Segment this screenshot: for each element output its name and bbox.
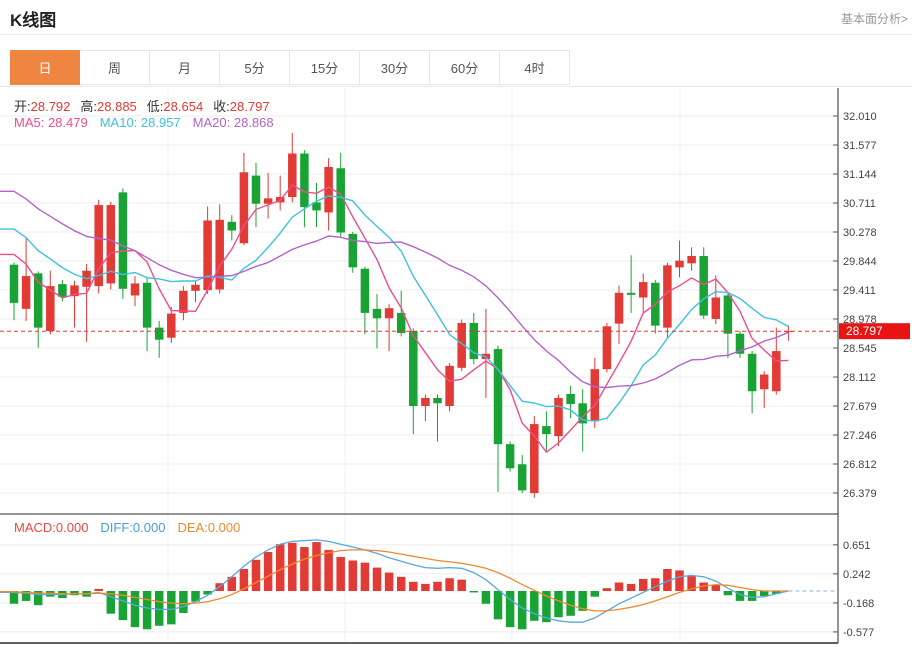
ohlc-low-label: 低: xyxy=(146,99,164,114)
svg-text:28.978: 28.978 xyxy=(843,314,877,326)
tab-15min[interactable]: 15分 xyxy=(290,50,360,85)
ohlc-high-value: 28.885 xyxy=(97,99,137,114)
svg-text:28.797: 28.797 xyxy=(846,324,883,338)
svg-text:26.379: 26.379 xyxy=(843,488,877,500)
ohlc-low-value: 28.654 xyxy=(163,99,204,114)
grid-layer xyxy=(0,88,838,643)
ma20-line xyxy=(0,190,789,389)
svg-text:0.242: 0.242 xyxy=(843,569,871,581)
page-title: K线图 xyxy=(10,11,57,30)
fundamental-analysis-link[interactable]: 基本面分析> xyxy=(840,12,908,26)
dea-indicator-value: DEA:0.000 xyxy=(177,520,241,535)
svg-text:28.545: 28.545 xyxy=(843,343,877,355)
diff-indicator-value: DIFF:0.000 xyxy=(100,520,166,535)
diff-line xyxy=(0,539,789,623)
tab-30min[interactable]: 30分 xyxy=(360,50,430,85)
ma10-line xyxy=(0,195,789,422)
candlestick-layer xyxy=(9,132,793,498)
macd-indicator-value: MACD:0.000 xyxy=(14,520,89,535)
svg-text:32.010: 32.010 xyxy=(843,111,877,123)
svg-text:27.246: 27.246 xyxy=(843,430,877,442)
dea-line xyxy=(0,549,789,612)
svg-text:28.112: 28.112 xyxy=(843,372,876,384)
ohlc-legend: 开:28.792 高:28.885 低:28.654 收:28.797 xyxy=(14,96,280,115)
tab-5min[interactable]: 5分 xyxy=(220,50,290,85)
tab-4hour[interactable]: 4时 xyxy=(500,50,570,85)
tab-bar-underline xyxy=(0,86,912,87)
svg-text:29.411: 29.411 xyxy=(843,285,876,297)
ma10-legend-value: MA10: 28.957 xyxy=(99,115,181,130)
svg-text:29.844: 29.844 xyxy=(843,256,877,268)
interval-tab-bar: 日周月 5分 15分 30分 60分 4时 xyxy=(10,50,570,85)
tab-month[interactable]: 月 xyxy=(150,50,220,85)
ma5-legend-value: MA5: 28.479 xyxy=(14,115,88,130)
price-axis: 32.010 31.577 31.144 30.711 30.278 29.844 29.4… xyxy=(833,111,877,500)
pane-borders xyxy=(0,88,839,644)
macd-legend: MACD:0.000 DIFF:0.000 DEA:0.000 xyxy=(14,520,252,535)
ohlc-open-value: 28.792 xyxy=(30,99,71,114)
svg-text:31.144: 31.144 xyxy=(843,169,877,181)
ohlc-close-label: 收: xyxy=(213,99,230,114)
ma-legend: MA5: 28.479 MA10: 28.957 MA20: 28.868 xyxy=(14,115,286,130)
ma20-legend-value: MA20: 28.868 xyxy=(192,115,274,130)
current-price-tag: 28.797 xyxy=(839,323,910,340)
svg-text:31.577: 31.577 xyxy=(843,140,877,152)
svg-text:26.812: 26.812 xyxy=(843,459,877,471)
tab-week[interactable]: 周 xyxy=(80,50,150,85)
macd-axis: 0.651 0.242 -0.168 -0.577 xyxy=(833,540,874,639)
macd-histogram-layer xyxy=(9,542,781,630)
ohlc-open-label: 开: xyxy=(14,99,31,114)
svg-text:0.651: 0.651 xyxy=(843,540,871,552)
tab-day[interactable]: 日 xyxy=(10,50,80,85)
svg-text:-0.168: -0.168 xyxy=(843,598,874,610)
ohlc-high-label: 高: xyxy=(80,99,98,114)
header-divider xyxy=(0,34,912,35)
svg-text:30.711: 30.711 xyxy=(843,198,876,210)
svg-text:-0.577: -0.577 xyxy=(843,627,874,639)
tab-60min[interactable]: 60分 xyxy=(430,50,500,85)
ohlc-close-value: 28.797 xyxy=(229,99,270,114)
svg-text:30.278: 30.278 xyxy=(843,227,877,239)
svg-text:27.679: 27.679 xyxy=(843,401,877,413)
